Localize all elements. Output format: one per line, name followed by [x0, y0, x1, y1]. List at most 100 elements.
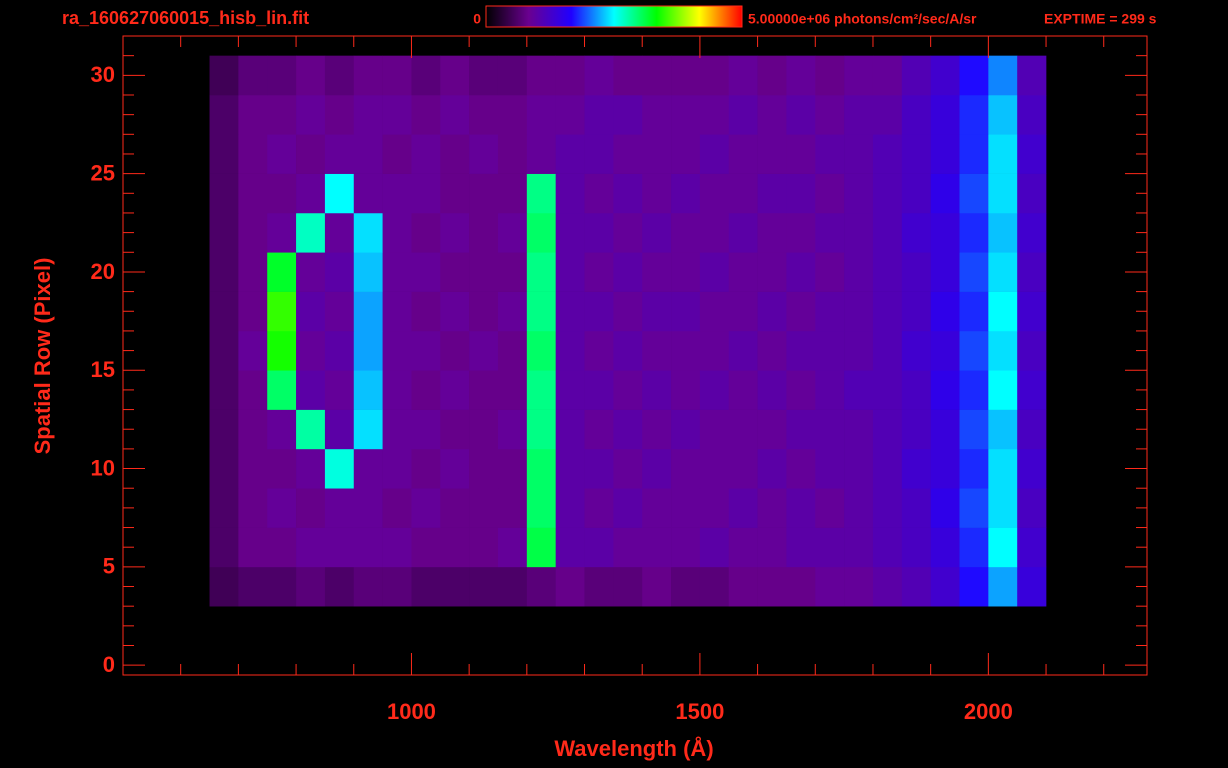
heatmap-cell [642, 527, 672, 568]
heatmap-cell [584, 527, 614, 568]
heatmap-cell [699, 291, 730, 332]
heatmap-cell [324, 527, 355, 568]
heatmap-cell [872, 134, 903, 174]
heatmap-cell [209, 488, 239, 528]
heatmap-cell [411, 134, 441, 174]
heatmap-cell [959, 173, 989, 214]
heatmap-cell [440, 291, 470, 332]
heatmap-cell [238, 252, 268, 292]
heatmap-cell [757, 212, 787, 253]
heatmap-cell [469, 173, 499, 214]
heatmap-cell [901, 527, 931, 568]
heatmap-cell [671, 94, 701, 135]
heatmap-cell [786, 212, 816, 253]
heatmap-cell [671, 409, 701, 450]
heatmap-cell [728, 55, 758, 96]
heatmap-cell [642, 212, 672, 253]
heatmap-cell [844, 212, 874, 253]
heatmap-cell [411, 527, 441, 568]
heatmap-cell [382, 409, 412, 450]
heatmap-cell [469, 291, 499, 332]
heatmap-cell [988, 488, 1018, 528]
heatmap-cell [353, 55, 383, 96]
heatmap-cell [872, 330, 903, 371]
heatmap-cell [815, 566, 845, 607]
heatmap-cell [238, 55, 268, 96]
heatmap-cell [901, 330, 931, 371]
heatmap-cell [353, 409, 383, 450]
heatmap-cell [844, 409, 874, 450]
heatmap-cell [613, 291, 643, 332]
colorbar-unit-label: photons/cm²/sec/A/sr [834, 11, 977, 27]
heatmap-cell [411, 173, 441, 214]
heatmap-cell [728, 252, 758, 292]
heatmap-cell [209, 370, 239, 410]
heatmap-cell [296, 527, 326, 568]
heatmap-cell [209, 134, 239, 174]
heatmap-cell [382, 291, 412, 332]
heatmap-cell [815, 330, 845, 371]
heatmap-cell [209, 55, 239, 96]
heatmap-cell [497, 173, 528, 214]
heatmap-cell [844, 94, 874, 135]
heatmap-cell [584, 488, 614, 528]
heatmap-cell [469, 409, 499, 450]
heatmap-cell [584, 173, 614, 214]
heatmap-cell [526, 173, 556, 214]
heatmap-cell [497, 291, 528, 332]
heatmap-cell [584, 55, 614, 96]
heatmap-cell [930, 212, 960, 253]
heatmap-cell [872, 370, 903, 410]
heatmap-cell [844, 252, 874, 292]
heatmap-cell [382, 94, 412, 135]
heatmap-cell [382, 252, 412, 292]
heatmap-cell [901, 252, 931, 292]
heatmap-cell [555, 527, 585, 568]
heatmap-cell [699, 94, 730, 135]
heatmap-cell [497, 527, 528, 568]
heatmap-cell [613, 409, 643, 450]
heatmap-cell [757, 291, 787, 332]
heatmap-cell [959, 291, 989, 332]
heatmap-cell [526, 134, 556, 174]
heatmap-cell [613, 370, 643, 410]
heatmap-cell [728, 212, 758, 253]
heatmap-cell [757, 173, 787, 214]
heatmap-cell [296, 330, 326, 371]
heatmap-cell [1017, 330, 1047, 371]
heatmap-cell [238, 212, 268, 253]
heatmap-cell [382, 448, 412, 489]
heatmap-cell [815, 488, 845, 528]
heatmap-cell [382, 330, 412, 371]
heatmap-cell [555, 448, 585, 489]
heatmap-cell [469, 212, 499, 253]
heatmap-cell [613, 448, 643, 489]
heatmap-cell [209, 330, 239, 371]
heatmap-cell [238, 488, 268, 528]
heatmap-cell [901, 173, 931, 214]
heatmap-cell [699, 409, 730, 450]
heatmap-cell [526, 488, 556, 528]
heatmap-cell [872, 55, 903, 96]
heatmap-cell [930, 448, 960, 489]
heatmap-cell [584, 330, 614, 371]
heatmap-cell [353, 488, 383, 528]
heatmap-cell [699, 566, 730, 607]
heatmap-cell [872, 488, 903, 528]
heatmap-cell [411, 566, 441, 607]
heatmap-cell [238, 370, 268, 410]
heatmap-cell [786, 134, 816, 174]
heatmap-cell [642, 94, 672, 135]
heatmap-cell [699, 173, 730, 214]
heatmap-cell [786, 370, 816, 410]
heatmap-cell [411, 330, 441, 371]
heatmap-cell [296, 94, 326, 135]
heatmap-cell [901, 291, 931, 332]
heatmap-cell [353, 448, 383, 489]
heatmap-cell [699, 330, 730, 371]
heatmap-cell [469, 566, 499, 607]
heatmap-cell [757, 252, 787, 292]
heatmap-cell [353, 370, 383, 410]
heatmap-cell [353, 330, 383, 371]
heatmap-cell [296, 566, 326, 607]
